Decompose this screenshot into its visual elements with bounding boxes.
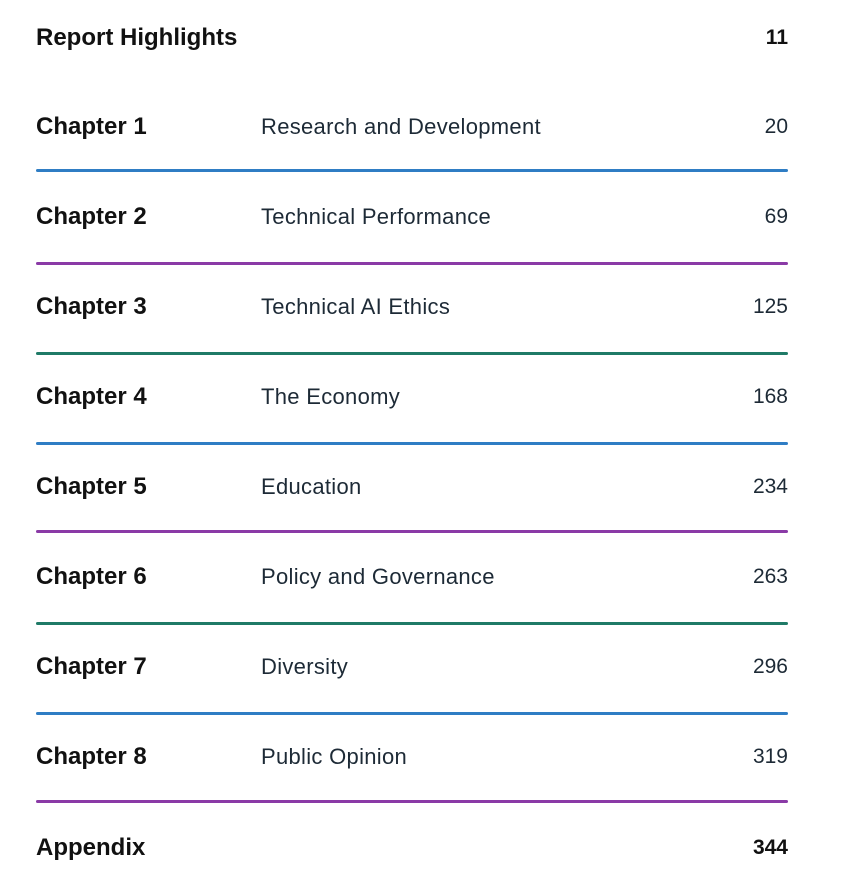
- toc-entry-title: Policy and Governance: [261, 564, 495, 589]
- toc-entry-chapter-6[interactable]: Chapter 6 Policy and Governance 263: [36, 557, 790, 597]
- toc-entry-chapter-4[interactable]: Chapter 4 The Economy 168: [36, 377, 790, 417]
- toc-entry-page-number: 296: [752, 655, 788, 678]
- toc-divider-blue: [36, 169, 788, 172]
- toc-entry-title: Public Opinion: [261, 744, 408, 769]
- toc-entry-page-number: 20: [764, 115, 788, 138]
- toc-entry-page-number: 344: [752, 836, 788, 859]
- toc-entry-page-number: 69: [764, 205, 788, 228]
- toc-entry-label: Chapter 3: [36, 293, 147, 320]
- toc-divider-purple: [36, 530, 788, 533]
- toc-entry-label: Chapter 2: [36, 203, 147, 230]
- toc-divider-green: [36, 352, 788, 355]
- toc-entry-chapter-7[interactable]: Chapter 7 Diversity 296: [36, 647, 790, 687]
- toc-entry-label: Chapter 5: [36, 473, 147, 500]
- toc-entry-title: Education: [261, 474, 362, 499]
- toc-entry-chapter-1[interactable]: Chapter 1 Research and Development 20: [36, 107, 790, 147]
- toc-entry-label: Chapter 6: [36, 563, 147, 590]
- toc-entry-title: Research and Development: [261, 114, 541, 139]
- toc-entry-label: Report Highlights: [36, 24, 238, 51]
- toc-entry-page-number: 125: [752, 295, 788, 318]
- toc-entry-page-number: 319: [752, 745, 788, 768]
- toc-entry-report-highlights[interactable]: Report Highlights 11: [36, 18, 790, 58]
- toc-divider-blue: [36, 712, 788, 715]
- toc-entry-title: Technical AI Ethics: [261, 294, 451, 319]
- toc-entry-title: Diversity: [261, 654, 349, 679]
- toc-entry-appendix[interactable]: Appendix 344: [36, 828, 790, 868]
- toc-entry-page-number: 263: [752, 565, 788, 588]
- toc-entry-page-number: 11: [765, 26, 788, 49]
- toc-entry-label: Chapter 7: [36, 653, 147, 680]
- toc-entry-page-number: 168: [752, 385, 788, 408]
- toc-entry-chapter-3[interactable]: Chapter 3 Technical AI Ethics 125: [36, 287, 790, 327]
- toc-divider-purple: [36, 800, 788, 803]
- toc-divider-green: [36, 622, 788, 625]
- toc-entry-chapter-8[interactable]: Chapter 8 Public Opinion 319: [36, 737, 790, 777]
- toc-divider-blue: [36, 442, 788, 445]
- toc-entry-label: Appendix: [36, 834, 146, 861]
- toc-entry-label: Chapter 4: [36, 383, 147, 410]
- toc-entry-label: Chapter 8: [36, 743, 147, 770]
- toc-entry-chapter-2[interactable]: Chapter 2 Technical Performance 69: [36, 197, 790, 237]
- toc-entry-title: The Economy: [261, 384, 401, 409]
- toc-entry-title: Technical Performance: [261, 204, 492, 229]
- toc-entry-label: Chapter 1: [36, 113, 147, 140]
- toc-divider-purple: [36, 262, 788, 265]
- toc-entry-page-number: 234: [752, 475, 788, 498]
- toc-entry-chapter-5[interactable]: Chapter 5 Education 234: [36, 467, 790, 507]
